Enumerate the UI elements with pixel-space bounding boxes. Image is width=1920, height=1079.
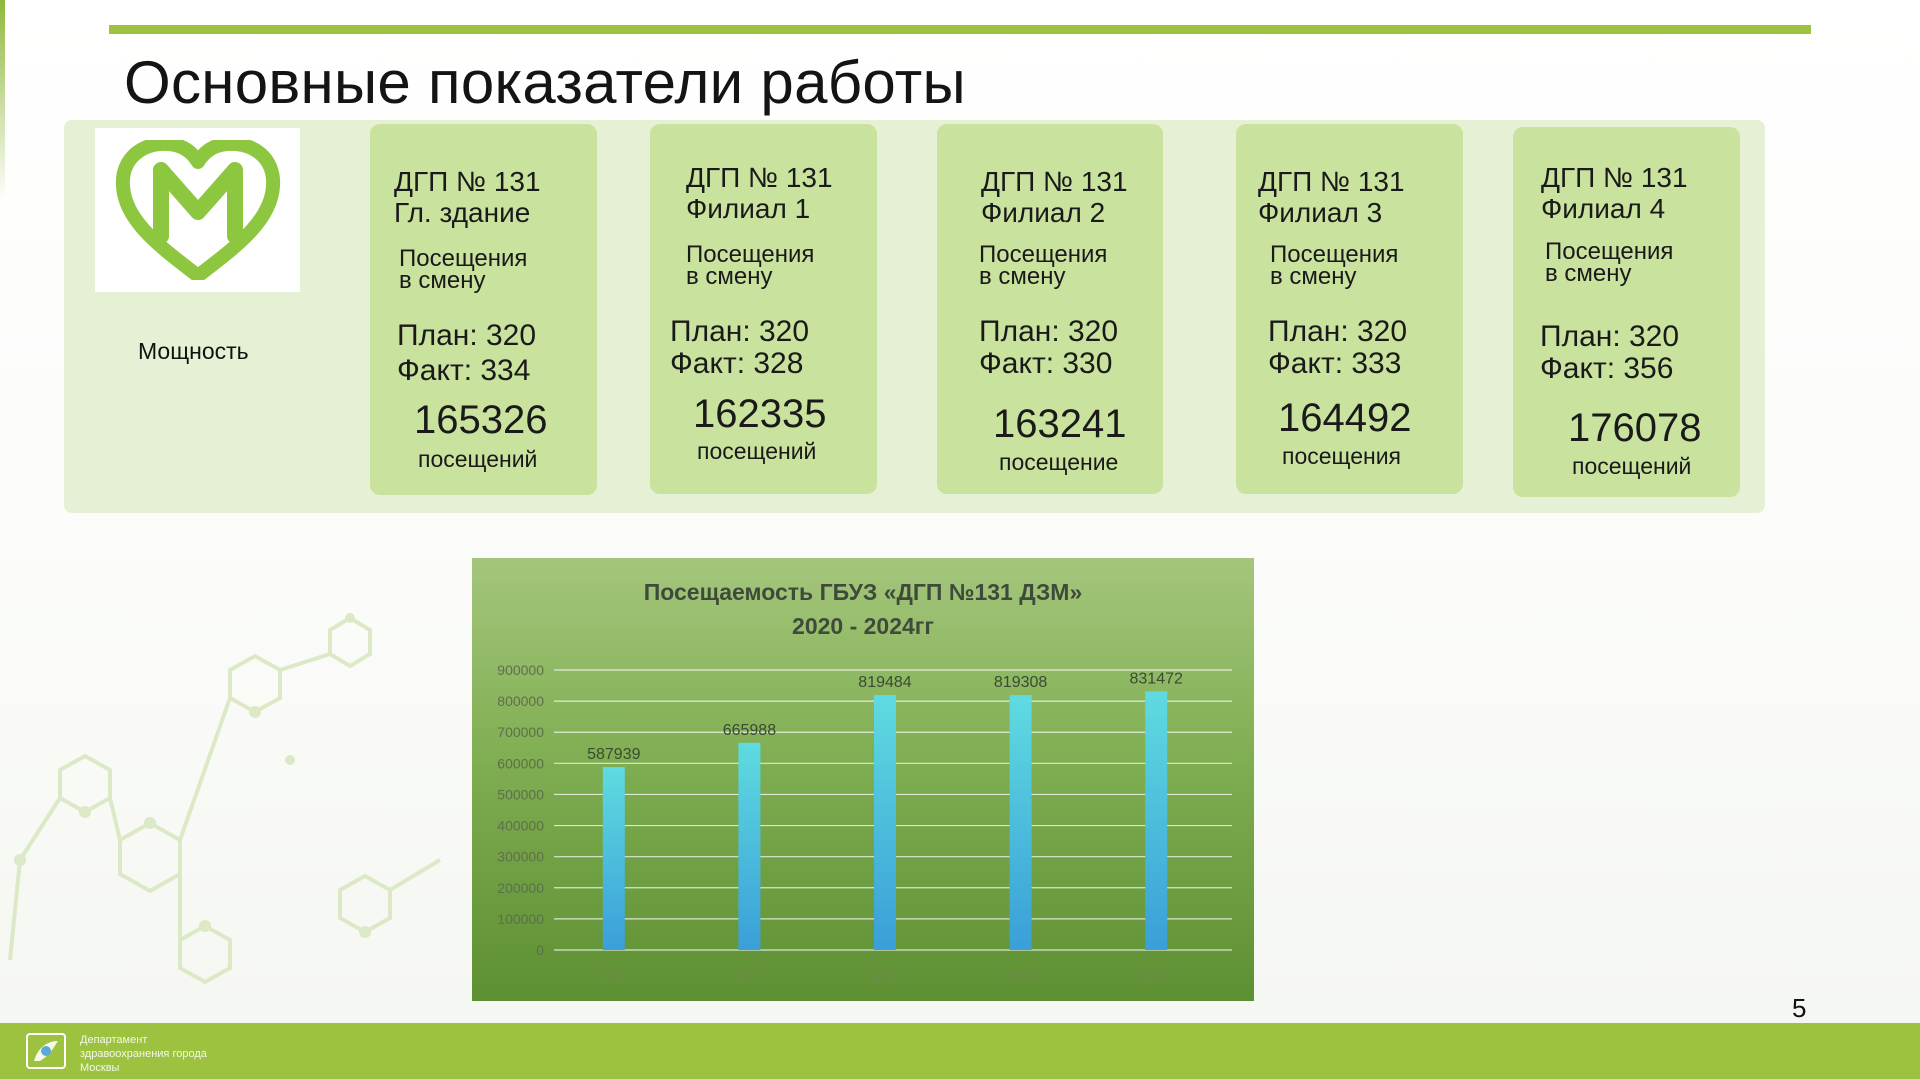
y-tick-label: 300000	[497, 849, 544, 865]
bar-value-label: 819308	[994, 674, 1047, 691]
card-fact: Факт: 330	[979, 347, 1113, 380]
metric-card-branch-4: ДГП № 131 Филиал 4 Посещения в смену Пла…	[1513, 127, 1740, 497]
chart-bar	[874, 695, 896, 950]
chart-bar	[738, 742, 761, 950]
card-name-line1: ДГП № 131	[981, 166, 1128, 197]
top-accent-rule	[109, 25, 1811, 34]
card-fact: Факт: 334	[397, 354, 531, 387]
card-plan: План: 320	[1540, 320, 1680, 353]
card-name-line1: ДГП № 131	[1258, 166, 1405, 197]
x-tick-label: 2021	[734, 969, 765, 985]
molecule-background-decoration	[8, 613, 442, 985]
bar-value-label: 831472	[1130, 670, 1183, 687]
moscow-health-dept-logo-icon	[26, 1033, 66, 1069]
x-tick-label: 2022	[869, 969, 900, 985]
card-name-line1: ДГП № 131	[394, 166, 541, 197]
card-sub-line2: в смену	[686, 263, 773, 290]
chart-title-line1: Посещаемость ГБУЗ «ДГП №131 ДЗМ»	[644, 579, 1083, 605]
footer-department-text: Департамент здравоохранения города Москв…	[80, 1033, 207, 1075]
card-plan: План: 320	[397, 319, 537, 352]
x-tick-label: 2024	[1141, 969, 1172, 985]
x-tick-label: 2023	[1005, 969, 1036, 985]
card-sub-line2: в смену	[1270, 263, 1357, 290]
footer-bar: Департамент здравоохранения города Москв…	[0, 1023, 1920, 1079]
metric-card-main-building: ДГП № 131 Гл. здание Посещения в смену П…	[370, 124, 597, 495]
card-total-unit: посещения	[1282, 443, 1401, 469]
chart-bar	[1009, 695, 1032, 950]
y-tick-label: 200000	[497, 880, 544, 896]
card-sub-line1: Посещения	[1270, 241, 1399, 268]
card-sub-line2: в смену	[979, 263, 1066, 290]
card-name-line2: Филиал 3	[1258, 197, 1383, 228]
card-total-visits: 176078	[1568, 406, 1702, 450]
card-sub-line1: Посещения	[399, 245, 528, 272]
footer-line2: здравоохранения города	[80, 1048, 207, 1060]
page-number: 5	[1792, 993, 1807, 1023]
y-tick-label: 400000	[497, 818, 544, 834]
card-total-unit: посещений	[1572, 453, 1692, 479]
chart-bar	[1145, 691, 1168, 950]
footer-line3: Москвы	[80, 1062, 120, 1074]
chart-bar	[602, 767, 625, 950]
card-fact: Факт: 356	[1540, 352, 1674, 385]
attendance-chart: Посещаемость ГБУЗ «ДГП №131 ДЗМ» 2020 - …	[472, 558, 1254, 1001]
y-tick-label: 100000	[497, 911, 544, 927]
footer-line1: Департамент	[80, 1034, 148, 1046]
card-total-visits: 162335	[693, 392, 827, 436]
card-total-unit: посещений	[418, 446, 538, 472]
card-total-unit: посещений	[697, 438, 817, 464]
card-name-line2: Филиал 4	[1541, 193, 1666, 224]
card-name-line2: Филиал 2	[981, 197, 1106, 228]
chart-title-line2: 2020 - 2024гг	[792, 613, 934, 639]
y-tick-label: 0	[536, 942, 544, 958]
card-fact: Факт: 333	[1268, 347, 1402, 380]
page-title: Основные показатели работы	[124, 49, 966, 116]
y-tick-label: 500000	[497, 786, 544, 802]
card-total-visits: 164492	[1278, 396, 1412, 440]
capacity-label: Мощность	[138, 338, 249, 364]
logo-box	[95, 128, 300, 292]
bar-value-label: 819484	[858, 674, 911, 691]
card-sub-line1: Посещения	[1545, 238, 1674, 265]
card-name-line1: ДГП № 131	[1541, 162, 1688, 193]
attendance-bar-chart: Посещаемость ГБУЗ «ДГП №131 ДЗМ» 2020 - …	[497, 579, 1232, 985]
card-total-unit: посещение	[999, 449, 1119, 475]
y-tick-label: 600000	[497, 755, 544, 771]
x-tick-label: 2020	[598, 969, 629, 985]
heart-m-logo-icon	[115, 140, 281, 280]
card-name-line1: ДГП № 131	[686, 162, 833, 193]
card-fact: Факт: 328	[670, 347, 804, 380]
card-plan: План: 320	[670, 315, 810, 348]
card-sub-line1: Посещения	[979, 241, 1108, 268]
card-total-visits: 163241	[993, 402, 1127, 446]
card-total-visits: 165326	[414, 398, 548, 442]
card-sub-line2: в смену	[1545, 260, 1632, 287]
left-accent-strip	[0, 0, 5, 200]
bar-value-label: 587939	[587, 746, 640, 763]
card-name-line2: Гл. здание	[394, 197, 531, 228]
card-sub-line1: Посещения	[686, 241, 815, 268]
metric-card-branch-1: ДГП № 131 Филиал 1 Посещения в смену Пла…	[650, 124, 877, 494]
metrics-panel	[64, 120, 1765, 513]
metric-card-branch-3: ДГП № 131 Филиал 3 Посещения в смену Пла…	[1236, 124, 1463, 494]
y-tick-label: 900000	[497, 662, 544, 678]
card-name-line2: Филиал 1	[686, 193, 811, 224]
card-plan: План: 320	[979, 315, 1119, 348]
bar-value-label: 665988	[723, 722, 776, 739]
y-tick-label: 700000	[497, 724, 544, 740]
card-sub-line2: в смену	[399, 267, 486, 294]
y-tick-label: 800000	[497, 693, 544, 709]
card-plan: План: 320	[1268, 315, 1408, 348]
metric-card-branch-2: ДГП № 131 Филиал 2 Посещения в смену Пла…	[937, 124, 1163, 494]
